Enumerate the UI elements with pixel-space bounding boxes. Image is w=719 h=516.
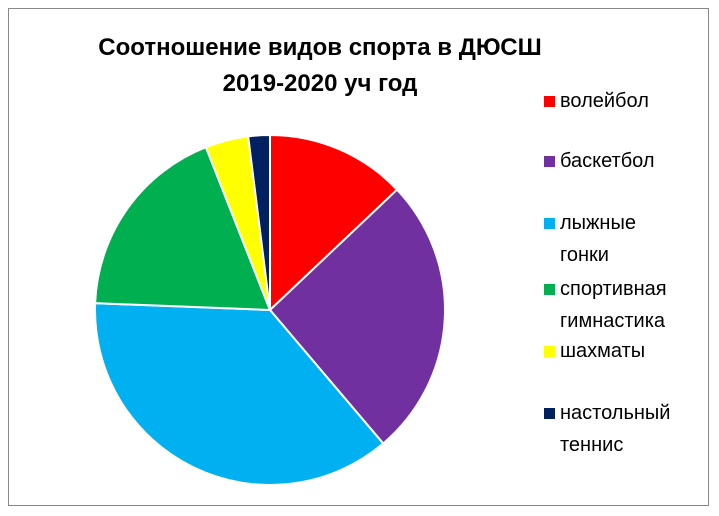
chart-legend: волейбол баскетбол лыжные гонки спортивная ги… bbox=[540, 0, 710, 516]
pie-slice-1 bbox=[269, 133, 399, 313]
legend-swatch-6 bbox=[544, 408, 555, 419]
legend-swatch-2 bbox=[544, 156, 555, 167]
chart-title-line-1: Соотношение видов спорта в ДЮСШ bbox=[98, 34, 542, 61]
legend-label-4-line-1: спортивная bbox=[560, 278, 667, 300]
legend-label-2-line-1: баскетбол bbox=[560, 150, 655, 172]
legend-label-3-line-1: лыжные bbox=[560, 212, 636, 234]
legend-swatch-1 bbox=[544, 96, 555, 107]
legend-swatch-4 bbox=[544, 284, 555, 295]
legend-label-5-line-1: шахматы bbox=[560, 340, 646, 362]
legend-swatch-5 bbox=[544, 346, 555, 357]
pie-slice-6 bbox=[247, 133, 271, 311]
pie-slice-3 bbox=[94, 302, 385, 486]
chart-title-line-2: 2019-2020 уч год bbox=[222, 70, 418, 97]
legend-label-3-line-2: гонки bbox=[560, 244, 609, 266]
legend-swatch-3 bbox=[544, 218, 555, 229]
legend-label-1-line-1: волейбол bbox=[560, 90, 649, 112]
legend-label-6-line-1: настольный bbox=[560, 402, 671, 424]
pie-slice-2 bbox=[268, 188, 446, 445]
legend-label-6-line-2: теннис bbox=[560, 434, 624, 456]
pie-slice-4 bbox=[94, 145, 272, 312]
chart-title: Соотношение видов спорта в ДЮСШ 2019-202… bbox=[40, 30, 600, 102]
legend-label-4-line-2: гимнастика bbox=[560, 310, 666, 332]
